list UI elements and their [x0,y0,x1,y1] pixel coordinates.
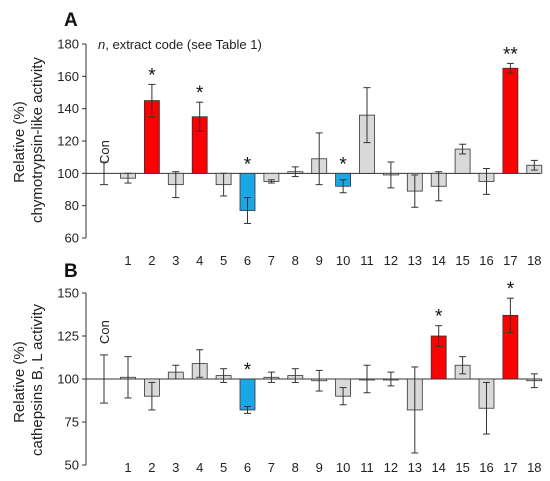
panel-a-x-tick-label: 12 [384,253,398,268]
panel-b-x-tick-label: 16 [479,460,493,475]
panel-a-x-tick-label: 9 [316,253,323,268]
panel-a-x-tick-label: 16 [479,253,493,268]
panel-b-x-tick-label: 8 [292,460,299,475]
panel-b-x-tick-label: 15 [455,460,469,475]
panel-b-y-tick-label: 150 [57,286,79,301]
panel-b-y-tick-label: 50 [65,458,79,473]
panel-a-x-tick-label: 11 [360,253,374,268]
panel-a-y-tick-label: 60 [65,231,79,246]
panel-a-y-tick-label: 140 [57,101,79,116]
panel-b-ylabel: Relative (%) cathepsins B, L activity [11,303,46,456]
panel-a-ylabel-line-2: chymotrypsin-like activity [29,57,46,223]
panel-b-x-tick-label: 12 [384,460,398,475]
panel-b-ylabel-line-2: cathepsins B, L activity [29,303,46,456]
panel-b-ylabel-line-1: Relative (%) [11,341,28,423]
panel-b-x-tick-label: 1 [124,460,131,475]
panel-a-annotation-text: , extract code (see Table 1) [105,37,262,52]
panel-a-significance-17: ** [503,44,518,65]
panel-a-y-tick-label: 100 [57,166,79,181]
panel-a-x-tick-label: 3 [172,253,179,268]
panel-a-ylabel: Relative (%) chymotrypsin-like activity [11,57,46,223]
panel-b-x-tick-label: 5 [220,460,227,475]
panel-b-x-tick-label: 13 [408,460,422,475]
panel-a-x-tick-label: 5 [220,253,227,268]
panel-a-x-tick-label: 17 [503,253,517,268]
panel-a-x-tick-label: 15 [455,253,469,268]
panel-a-x-tick-label: 18 [527,253,541,268]
panel-a-x-tick-label: 4 [196,253,203,268]
panel-a-y-tick-label: 180 [57,37,79,52]
panel-a-significance-10: * [339,154,347,175]
panel-a-ylabel-line-1: Relative (%) [11,101,28,183]
panel-a-control-label: Con [97,140,112,164]
panel-a-x-tick-label: 10 [336,253,350,268]
panel-b-x-tick-label: 7 [268,460,275,475]
panel-a-significance-2: * [148,65,156,86]
panel-b-control-label: Con [97,320,112,344]
panel-b-significance-17: * [507,279,515,300]
panel-a-x-tick-label: 14 [431,253,445,268]
panel-a-y-tick-label: 120 [57,134,79,149]
panel-a-x-tick-label: 13 [408,253,422,268]
panel-b-x-tick-label: 6 [244,460,251,475]
panel-b-x-tick-label: 11 [360,460,374,475]
panel-b-y-tick-label: 75 [65,415,79,430]
panel-b-y-tick-label: 100 [57,372,79,387]
panel-a-y-tick-label: 80 [65,198,79,213]
panel-a-x-tick-label: 8 [292,253,299,268]
panel-a-significance-6: * [244,154,252,175]
panel-b-x-tick-label: 17 [503,460,517,475]
panel-b-y-tick-label: 125 [57,329,79,344]
panel-b-significance-6: * [244,360,252,381]
panel-a-bar-17 [502,67,519,174]
panel-a-x-tick-label: 7 [268,253,275,268]
panel-a-annotation: n, extract code (see Table 1) [98,37,262,52]
panel-a-y-tick-label: 160 [57,69,79,84]
panel-b-x-tick-label: 14 [431,460,445,475]
panel-a-x-tick-label: 6 [244,253,251,268]
panel-a-significance-4: * [196,83,204,104]
panel-b-bar-6 [239,378,256,411]
panel-b-x-tick-label: 9 [316,460,323,475]
panel-b-x-tick-label: 10 [336,460,350,475]
panel-b-x-tick-label: 3 [172,460,179,475]
panel-a-x-tick-label: 1 [124,253,131,268]
panel-b-letter: B [64,261,78,282]
panel-b-significance-14: * [435,307,443,328]
panel-a-letter: A [64,10,78,31]
panel-a-annotation-prefix: n [98,37,105,52]
panel-b-x-tick-label: 2 [148,460,155,475]
panel-a-x-tick-label: 2 [148,253,155,268]
panel-b-x-tick-label: 4 [196,460,203,475]
panel-b-x-tick-label: 18 [527,460,541,475]
